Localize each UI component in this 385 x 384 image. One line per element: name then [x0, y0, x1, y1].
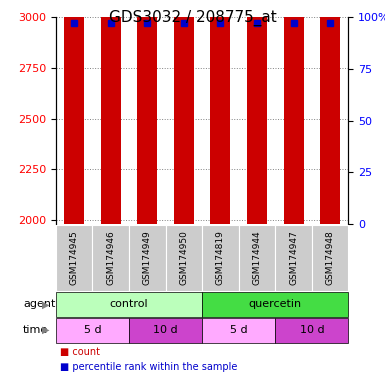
Text: GSM174950: GSM174950 [179, 230, 188, 285]
Text: 5 d: 5 d [84, 325, 101, 335]
Text: agent: agent [23, 299, 55, 310]
Text: GSM174946: GSM174946 [106, 230, 115, 285]
Bar [174, 0, 194, 224]
Text: ▶: ▶ [42, 325, 50, 335]
Bar [210, 0, 231, 224]
Text: ■ percentile rank within the sample: ■ percentile rank within the sample [60, 362, 237, 372]
Bar [100, 0, 121, 224]
Text: GDS3032 / 208775_at: GDS3032 / 208775_at [109, 10, 276, 26]
Text: GSM174819: GSM174819 [216, 230, 225, 285]
Text: time: time [23, 325, 49, 335]
Text: 5 d: 5 d [230, 325, 248, 335]
Text: control: control [110, 299, 148, 310]
Text: 10 d: 10 d [153, 325, 178, 335]
Bar [283, 0, 304, 224]
Text: GSM174945: GSM174945 [70, 230, 79, 285]
Bar [64, 0, 84, 224]
Text: GSM174949: GSM174949 [143, 230, 152, 285]
Text: 10 d: 10 d [300, 325, 324, 335]
Bar [320, 0, 340, 224]
Bar [137, 0, 157, 224]
Text: ■ count: ■ count [60, 347, 100, 357]
Text: quercetin: quercetin [249, 299, 302, 310]
Text: ▶: ▶ [42, 299, 50, 310]
Bar [247, 0, 267, 224]
Text: GSM174948: GSM174948 [326, 230, 335, 285]
Text: GSM174947: GSM174947 [289, 230, 298, 285]
Text: GSM174944: GSM174944 [253, 230, 261, 285]
